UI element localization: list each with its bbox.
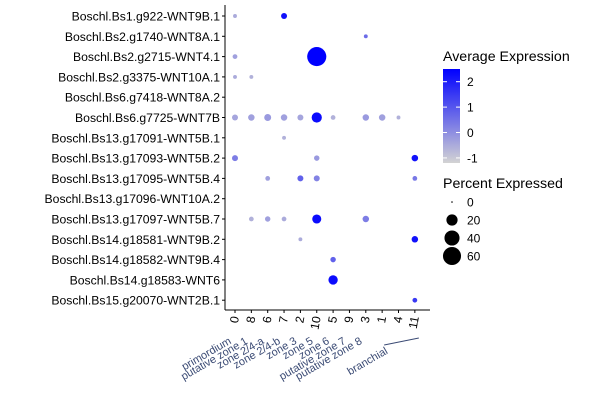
cluster-tick-label: 4 <box>391 315 406 324</box>
gene-label: Boschl.Bs13.g17095-WNT5B.4 <box>51 172 220 186</box>
plot-panel <box>224 5 430 311</box>
expression-dot <box>232 155 238 162</box>
expression-dot <box>232 54 238 59</box>
expression-dot <box>297 175 304 182</box>
color-scale-label: 0 <box>467 126 474 140</box>
cluster-tick-label: 2 <box>292 315 307 324</box>
expression-dot <box>298 237 303 242</box>
cluster-tick-labels: 0 8 6 7 2 10 5 9 3 1 4 11 <box>227 310 422 331</box>
cluster-tick-label: 5 <box>325 315 340 324</box>
expression-dot <box>264 114 272 121</box>
expression-dot <box>281 216 287 222</box>
cluster-tick-label: 11 <box>406 315 422 330</box>
size-legend-dot <box>442 246 462 266</box>
cluster-tick-label: 10 <box>308 315 324 331</box>
expression-dot <box>313 175 320 182</box>
gene-label: Boschl.Bs1.g922-WNT9B.1 <box>72 10 221 24</box>
size-legend-dot <box>446 214 458 226</box>
expression-dot <box>363 34 368 39</box>
gene-label: Boschl.Bs13.g17097-WNT5B.7 <box>51 213 220 227</box>
gene-label: Boschl.Bs14.g18581-WNT9B.2 <box>51 233 220 247</box>
gene-label: Boschl.Bs6.g7725-WNT7B <box>75 111 220 125</box>
cluster-tick-label: 7 <box>276 315 291 324</box>
cluster-tick-label: 8 <box>243 315 258 324</box>
expression-dot <box>411 154 419 162</box>
size-legend-label: 40 <box>467 232 481 246</box>
expression-dot <box>280 114 288 121</box>
expression-dot <box>233 14 237 18</box>
gene-label: Boschl.Bs2.g1740-WNT8A.1 <box>65 30 220 44</box>
gene-label: Boschl.Bs14.g18582-WNT9B.4 <box>51 253 220 267</box>
expression-dot <box>362 114 370 121</box>
size-legend-label: 20 <box>467 214 481 228</box>
color-scale-label: 2 <box>467 75 474 89</box>
expression-dot <box>412 297 418 303</box>
cluster-tick-label: 9 <box>341 315 356 324</box>
percent-expressed-legend: Percent Expressed 0 20 40 60 <box>442 176 563 266</box>
expression-dot <box>232 114 238 121</box>
expression-dot <box>378 114 386 121</box>
expression-dot <box>265 176 271 181</box>
gene-label: Boschl.Bs2.g3375-WNT10A.1 <box>58 70 220 84</box>
expression-dot <box>328 275 338 285</box>
gene-label: Boschl.Bs6.g7418-WNT8A.2 <box>65 91 220 105</box>
gene-label: Boschl.Bs14.g18583-WNT6 <box>70 273 221 287</box>
cluster-tick-label: 0 <box>227 315 242 324</box>
expression-dot <box>282 135 286 140</box>
average-expression-legend: Average Expression 2 1 0 -1 <box>443 49 570 165</box>
expression-dot <box>248 216 254 222</box>
group-bracket <box>384 337 419 346</box>
expression-dot <box>362 215 370 223</box>
color-scale-label: 1 <box>467 101 474 115</box>
color-legend-title: Average Expression <box>443 49 570 65</box>
size-legend-dot <box>444 230 460 246</box>
gene-labels: Boschl.Bs1.g922-WNT9B.1 Boschl.Bs2.g1740-… <box>45 10 225 308</box>
expression-dot <box>311 112 322 123</box>
expression-dot <box>264 216 271 222</box>
expression-dot <box>411 236 419 243</box>
expression-dot <box>297 114 304 121</box>
expression-dot <box>330 256 336 263</box>
gene-label: Boschl.Bs13.g17096-WNT10A.2 <box>45 192 221 206</box>
color-scale-label: -1 <box>467 151 478 165</box>
expression-dot <box>396 115 401 120</box>
gene-label: Boschl.Bs2.g2715-WNT4.1 <box>73 50 220 64</box>
cluster-tick-label: 6 <box>260 315 275 324</box>
size-legend-dot <box>451 201 453 203</box>
expression-dot <box>330 115 336 120</box>
expression-dot <box>248 114 255 121</box>
gene-label: Boschl.Bs15.g20070-WNT2B.1 <box>51 294 220 308</box>
color-scale-bar <box>443 69 460 163</box>
cluster-tick-label: 3 <box>358 315 373 324</box>
expression-dot <box>312 214 322 224</box>
size-legend-label: 60 <box>467 250 481 264</box>
size-legend-title: Percent Expressed <box>443 176 563 192</box>
cluster-tick-label: 1 <box>374 315 389 324</box>
gene-label: Boschl.Bs13.g17093-WNT5B.2 <box>51 152 220 166</box>
size-legend-label: 0 <box>467 196 474 210</box>
expression-dot <box>281 13 288 19</box>
gene-label: Boschl.Bs13.g17091-WNT5B.1 <box>51 131 220 145</box>
expression-dot <box>314 155 320 161</box>
expression-dot <box>233 74 237 79</box>
expression-dot <box>412 176 418 181</box>
expression-dot <box>249 74 254 79</box>
expression-dot <box>307 47 327 67</box>
